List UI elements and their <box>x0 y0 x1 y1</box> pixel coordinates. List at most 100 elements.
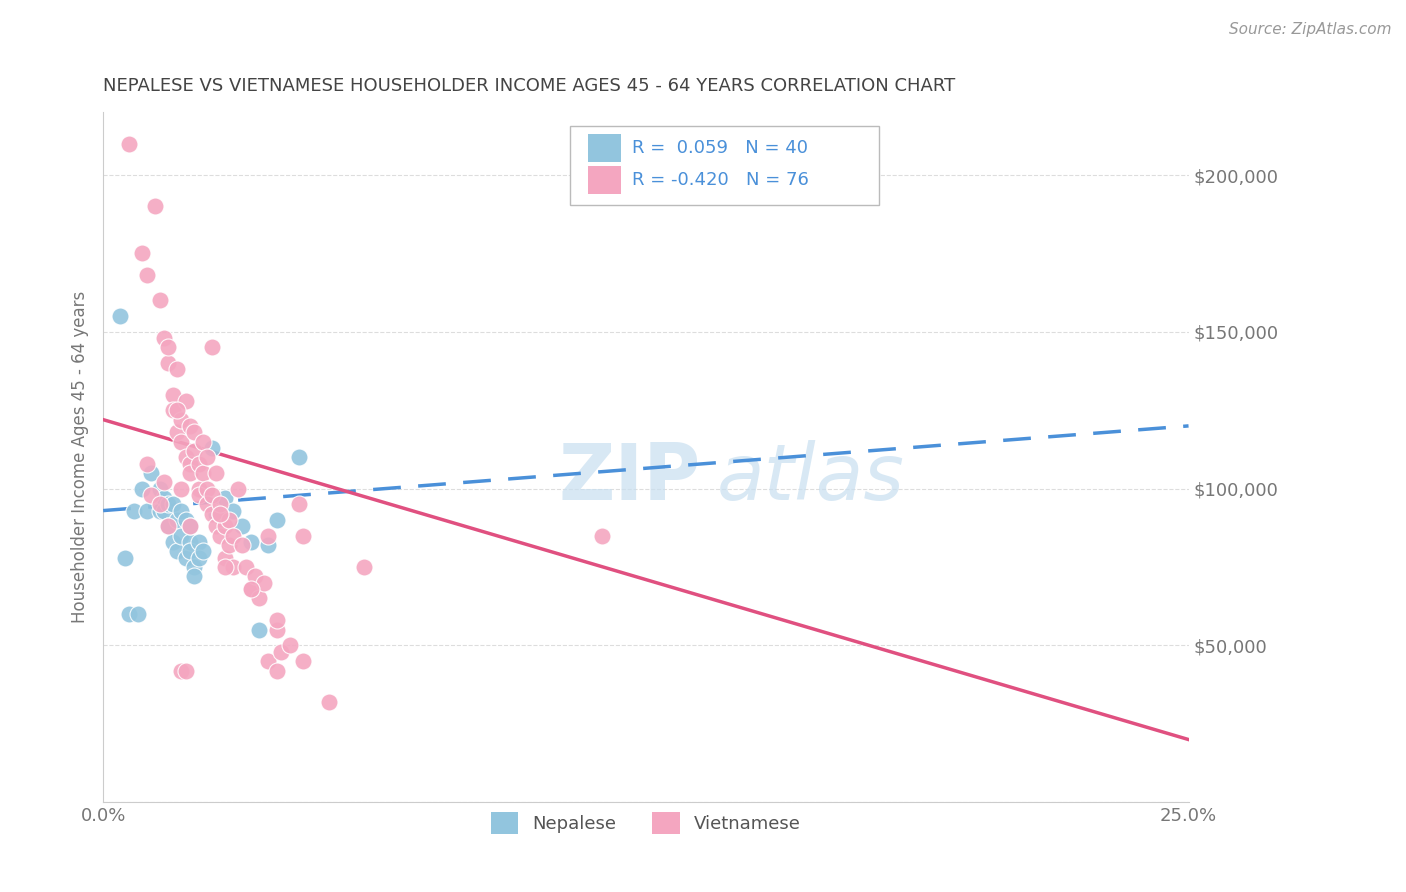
Point <box>162 387 184 401</box>
Point <box>201 488 224 502</box>
Point <box>195 450 218 465</box>
Point <box>174 450 197 465</box>
Point <box>191 466 214 480</box>
Point <box>170 482 193 496</box>
Point <box>209 507 232 521</box>
Point <box>139 466 162 480</box>
Point <box>122 503 145 517</box>
Point <box>222 560 245 574</box>
Point <box>157 519 180 533</box>
Point <box>174 550 197 565</box>
Point <box>135 503 157 517</box>
Text: Source: ZipAtlas.com: Source: ZipAtlas.com <box>1229 22 1392 37</box>
Point <box>249 591 271 606</box>
Point <box>148 497 170 511</box>
Point <box>209 507 232 521</box>
Point <box>170 412 193 426</box>
Point <box>143 199 166 213</box>
Point <box>191 434 214 449</box>
Point <box>179 519 201 533</box>
Point <box>201 341 224 355</box>
Point <box>179 519 201 533</box>
Point <box>218 538 240 552</box>
Point <box>266 513 288 527</box>
Point <box>135 457 157 471</box>
Point <box>139 488 162 502</box>
Point <box>183 560 205 574</box>
Point <box>214 491 236 505</box>
Point <box>257 538 280 552</box>
Point <box>201 441 224 455</box>
Point <box>187 550 209 565</box>
Point <box>179 466 201 480</box>
Point <box>266 664 288 678</box>
Point <box>135 268 157 283</box>
Point <box>170 664 193 678</box>
Text: atlas: atlas <box>717 440 904 516</box>
Point <box>179 535 201 549</box>
Point <box>195 482 218 496</box>
Point <box>179 418 201 433</box>
Point <box>253 575 276 590</box>
Point <box>166 425 188 440</box>
Point <box>153 491 176 505</box>
Point <box>187 482 209 496</box>
Point <box>231 519 253 533</box>
Point <box>291 529 314 543</box>
Point <box>226 482 249 496</box>
Point <box>231 538 253 552</box>
Text: R = -0.420   N = 76: R = -0.420 N = 76 <box>631 171 808 189</box>
Point <box>239 535 262 549</box>
FancyBboxPatch shape <box>569 126 879 205</box>
Point <box>148 293 170 308</box>
Point <box>209 497 232 511</box>
Point <box>187 535 209 549</box>
Point <box>205 507 228 521</box>
Point <box>118 136 141 151</box>
Point <box>266 623 288 637</box>
Point <box>174 513 197 527</box>
Point <box>166 403 188 417</box>
Point <box>166 513 188 527</box>
Point <box>318 695 340 709</box>
Point <box>187 457 209 471</box>
Text: NEPALESE VS VIETNAMESE HOUSEHOLDER INCOME AGES 45 - 64 YEARS CORRELATION CHART: NEPALESE VS VIETNAMESE HOUSEHOLDER INCOM… <box>103 78 956 95</box>
Point <box>222 529 245 543</box>
Point <box>131 246 153 260</box>
Point <box>157 341 180 355</box>
Point <box>266 613 288 627</box>
Point <box>257 654 280 668</box>
Point <box>179 457 201 471</box>
Point <box>157 356 180 370</box>
Point <box>591 529 613 543</box>
Point <box>183 444 205 458</box>
Point <box>162 497 184 511</box>
FancyBboxPatch shape <box>588 166 621 194</box>
Point <box>214 560 236 574</box>
Point <box>183 569 205 583</box>
Point <box>201 507 224 521</box>
Point <box>270 645 292 659</box>
Point <box>243 569 266 583</box>
Point <box>179 544 201 558</box>
Point <box>170 503 193 517</box>
Point <box>162 403 184 417</box>
Point <box>291 654 314 668</box>
Point <box>114 550 136 565</box>
Point <box>174 393 197 408</box>
Point <box>170 529 193 543</box>
Legend: Nepalese, Vietnamese: Nepalese, Vietnamese <box>484 805 808 841</box>
Point <box>235 560 257 574</box>
Point <box>131 482 153 496</box>
Point <box>170 434 193 449</box>
Point <box>222 503 245 517</box>
Point <box>118 607 141 621</box>
Point <box>239 582 262 596</box>
Point <box>287 450 309 465</box>
Point <box>214 550 236 565</box>
Point <box>287 497 309 511</box>
Point <box>353 560 375 574</box>
Point <box>162 535 184 549</box>
Point <box>153 475 176 490</box>
Point <box>218 513 240 527</box>
